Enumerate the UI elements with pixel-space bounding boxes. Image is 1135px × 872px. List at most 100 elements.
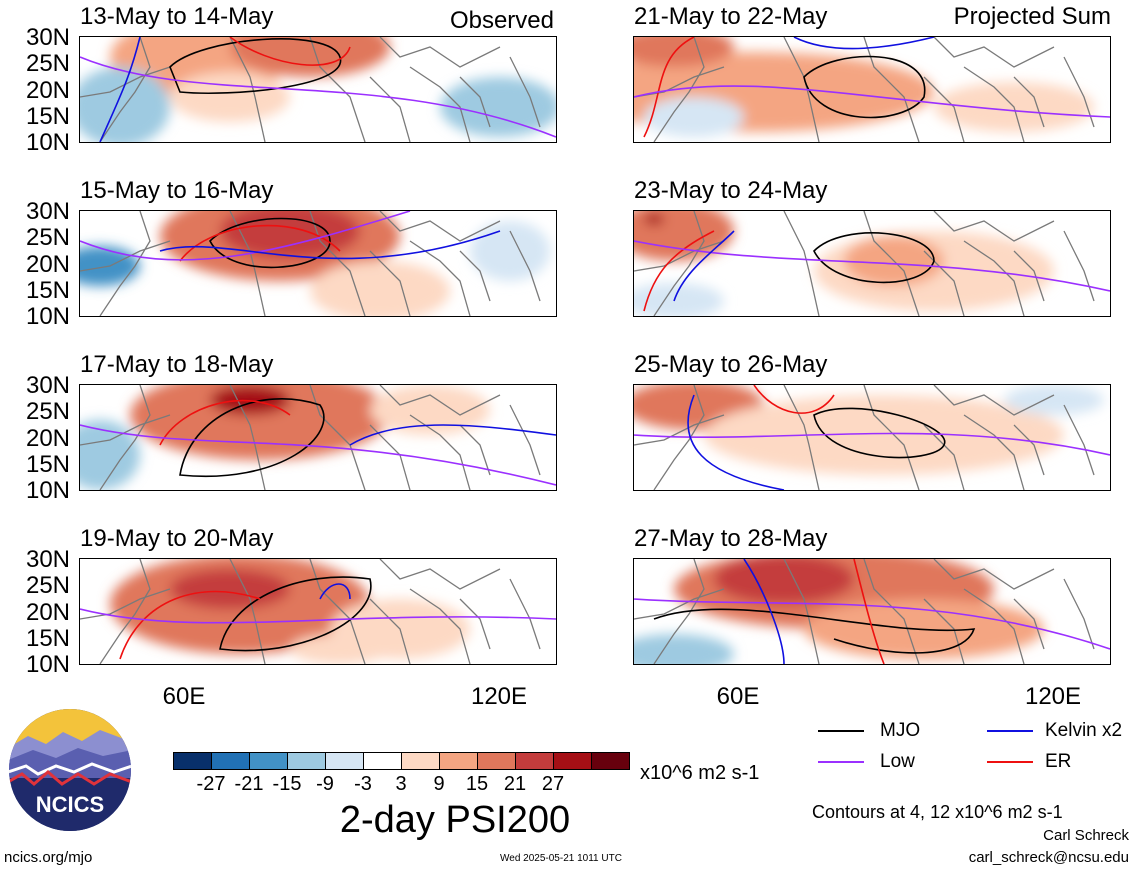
coastline <box>379 385 501 416</box>
legend-low-label: Low <box>880 751 915 772</box>
colorbar-swatch <box>515 752 554 770</box>
contour-line <box>80 608 556 624</box>
coastline <box>309 385 366 490</box>
colorbar-swatch <box>439 752 478 770</box>
coastline <box>863 211 920 316</box>
logo-text: NCICS <box>36 792 104 817</box>
coastline <box>379 211 501 242</box>
contour-line <box>229 37 351 66</box>
map-panel-1 <box>79 36 557 143</box>
lat-label: 25N <box>25 572 70 599</box>
colorbar-swatch <box>477 752 516 770</box>
contour-line <box>179 224 341 262</box>
contour-line <box>119 590 261 660</box>
colorbar-tick-label: -27 <box>196 773 226 795</box>
contour-line <box>179 398 325 478</box>
coastline <box>229 559 266 664</box>
lat-label: 15N <box>25 451 70 478</box>
anomaly-shading <box>634 37 734 67</box>
contour-line <box>653 608 976 654</box>
coastline <box>923 76 965 142</box>
coastline <box>863 559 920 664</box>
coastline <box>783 559 820 664</box>
coastline <box>459 76 491 128</box>
anomaly-shading <box>290 634 390 664</box>
ncics-url[interactable]: ncics.org/mjo <box>4 849 93 866</box>
lat-label: 25N <box>25 398 70 425</box>
map-panel-8 <box>633 558 1111 665</box>
lat-label: 10N <box>25 129 70 156</box>
colorbar-tick-label: 15 <box>465 773 489 795</box>
coastline <box>653 385 705 490</box>
panel-title-1: 13-May to 14-May <box>80 3 274 30</box>
lat-label: 20N <box>25 77 70 104</box>
coastline <box>1063 404 1095 476</box>
map-panel-4 <box>79 558 557 665</box>
map-panel-7 <box>633 384 1111 491</box>
colorbar-tick-label: -3 <box>354 773 372 795</box>
contour-line <box>687 394 785 490</box>
coastline <box>509 404 541 476</box>
colorbar-swatch <box>249 752 288 770</box>
colorbar-swatch <box>325 752 364 770</box>
contour-line <box>169 38 342 94</box>
coastline <box>1063 578 1095 650</box>
anomaly-shading <box>644 213 664 225</box>
legend-low-line <box>818 761 864 763</box>
coastline <box>99 559 151 664</box>
map-canvas <box>80 385 556 490</box>
anomaly-shading <box>634 283 724 316</box>
coastline <box>634 66 725 98</box>
panel-title-3: 17-May to 18-May <box>80 351 274 378</box>
lat-label: 30N <box>25 372 70 399</box>
colorbar-tick-label: 21 <box>503 773 527 795</box>
contour-line <box>634 240 1110 292</box>
coastline <box>409 66 471 142</box>
coastline <box>379 37 501 68</box>
contour-line <box>634 85 1110 118</box>
coastline <box>1063 56 1095 128</box>
coastline <box>653 559 705 664</box>
contour-line <box>319 583 351 600</box>
contour-line <box>209 217 331 269</box>
colorbar-tick-label: 27 <box>541 773 565 795</box>
projected-sum-label: Projected Sum <box>953 3 1111 30</box>
coastline <box>933 37 1055 68</box>
contour-line <box>80 424 556 486</box>
colorbar-tick-label: -15 <box>272 773 302 795</box>
lon-label: 60E <box>716 683 760 710</box>
coastline <box>509 56 541 128</box>
colorbar-swatch <box>553 752 592 770</box>
contour-line <box>80 211 411 261</box>
anomaly-shading <box>644 97 744 137</box>
contour-line <box>793 37 935 50</box>
coastline <box>933 211 1055 242</box>
lat-label: 15N <box>25 277 70 304</box>
coastline <box>653 37 705 142</box>
contour-line <box>753 385 835 414</box>
anomaly-shading <box>1004 385 1104 415</box>
map-canvas <box>80 211 550 316</box>
author-email[interactable]: carl_schreck@ncsu.edu <box>968 849 1129 866</box>
lat-label: 20N <box>25 251 70 278</box>
coastline <box>409 588 471 664</box>
coastline <box>963 588 1025 664</box>
contour-line <box>643 230 715 312</box>
lat-label: 15N <box>25 103 70 130</box>
colorbar-units: x10^6 m2 s-1 <box>640 762 760 784</box>
author-name: Carl Schreck <box>1043 827 1129 844</box>
lat-label: 25N <box>25 50 70 77</box>
coastline <box>634 588 725 620</box>
coastline <box>309 37 366 142</box>
coastline <box>1063 230 1095 302</box>
contour-line <box>634 432 1110 456</box>
lat-label: 10N <box>25 303 70 330</box>
lon-label: 60E <box>162 683 206 710</box>
panel-title-2: 15-May to 16-May <box>80 177 274 204</box>
coastline <box>963 66 1025 142</box>
observed-label: Observed <box>449 7 554 34</box>
map-canvas <box>634 385 1110 490</box>
contour-line <box>673 230 735 302</box>
figure-title: 2-day PSI200 <box>339 799 571 841</box>
anomaly-shading <box>310 261 450 316</box>
